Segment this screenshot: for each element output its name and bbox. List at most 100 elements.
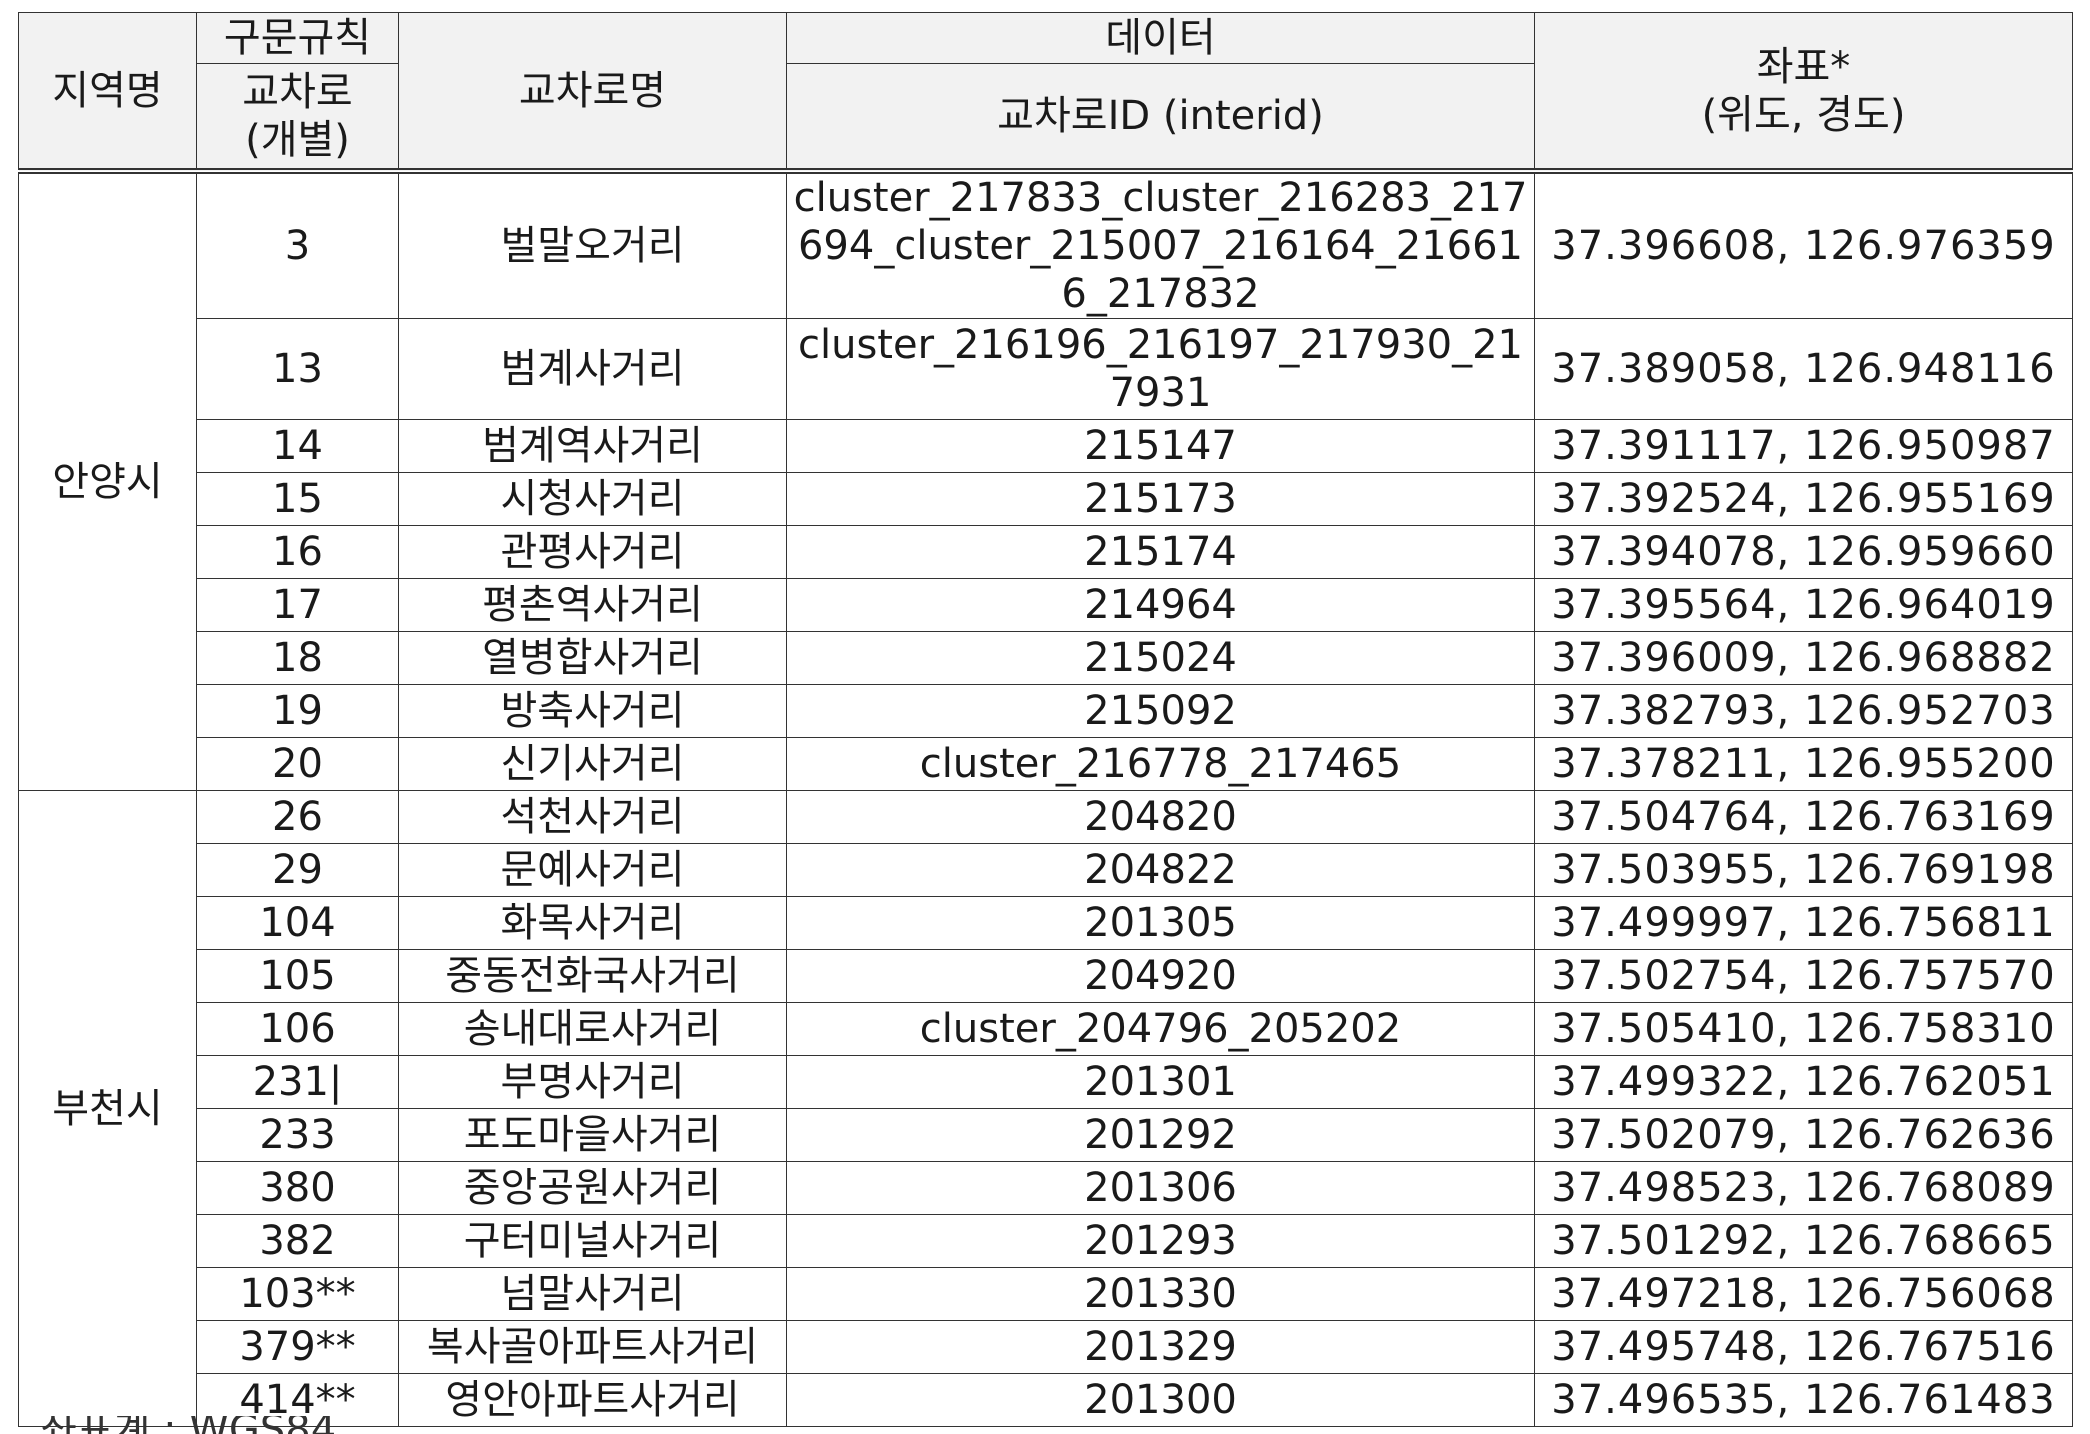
intersection-number-cell: 18: [196, 631, 399, 685]
table-row: 414** 영안아파트사거리 201300 37.496535, 126.761483: [19, 1373, 2073, 1427]
coord-cell: 37.503955, 126.769198: [1534, 843, 2073, 897]
interid-cell: 201305: [786, 896, 1535, 950]
interid-cell: cluster_216778_217465: [786, 737, 1535, 791]
top-margin: [0, 0, 2090, 12]
header-region: 지역명: [18, 12, 197, 172]
coord-cell: 37.392524, 126.955169: [1534, 472, 2073, 526]
intersection-name-cell: 열병합사거리: [398, 631, 787, 685]
coord-cell: 37.497218, 126.756068: [1534, 1267, 2073, 1321]
coord-cell: 37.378211, 126.955200: [1534, 737, 2073, 791]
table-row: 231| 부명사거리 201301 37.499322, 126.762051: [19, 1055, 2073, 1109]
table-row: 382 구터미널사거리 201293 37.501292, 126.768665: [19, 1214, 2073, 1268]
interid-cell: 201306: [786, 1161, 1535, 1215]
intersection-name-cell: 범계역사거리: [398, 419, 787, 473]
table-row: 20 신기사거리 cluster_216778_217465 37.378211, 1…: [19, 737, 2073, 791]
coord-cell: 37.394078, 126.959660: [1534, 525, 2073, 579]
coord-cell: 37.389058, 126.948116: [1534, 318, 2073, 420]
intersection-name-cell: 복사골아파트사거리: [398, 1320, 787, 1374]
coord-cell: 37.499997, 126.756811: [1534, 896, 2073, 950]
intersection-name-cell: 중앙공원사거리: [398, 1161, 787, 1215]
coord-cell: 37.498523, 126.768089: [1534, 1161, 2073, 1215]
table-row: 233 포도마을사거리 201292 37.502079, 126.762636: [19, 1108, 2073, 1162]
interid-cell: 201329: [786, 1320, 1535, 1374]
intersection-name-cell: 부명사거리: [398, 1055, 787, 1109]
intersection-number-cell: 16: [196, 525, 399, 579]
footer-note: 좌표계 : WGS84: [40, 1416, 640, 1434]
interid-cell: 215147: [786, 419, 1535, 473]
coord-cell: 37.396608, 126.976359: [1534, 168, 2073, 319]
intersection-name-cell: 방축사거리: [398, 684, 787, 738]
table-row: 29 문예사거리 204822 37.503955, 126.769198: [19, 843, 2073, 897]
coord-cell: 37.395564, 126.964019: [1534, 578, 2073, 632]
table-row: 안양시 3 벌말오거리 cluster_217833_cluster_216283_2…: [18, 168, 2073, 791]
coord-cell: 37.502754, 126.757570: [1534, 949, 2073, 1003]
coord-cell: 37.505410, 126.758310: [1534, 1002, 2073, 1056]
coord-cell: 37.504764, 126.763169: [1534, 790, 2073, 844]
coord-cell: 37.496535, 126.761483: [1534, 1373, 2073, 1427]
intersection-number-cell: 17: [196, 578, 399, 632]
table-row: 14 범계역사거리 215147 37.391117, 126.950987: [19, 419, 2073, 473]
interid-cell: cluster_217833_cluster_216283_217694_clu…: [786, 168, 1535, 319]
intersection-number-cell: 380: [196, 1161, 399, 1215]
intersection-number-cell: 15: [196, 472, 399, 526]
region-group-anyang: 안양시 3 벌말오거리 cluster_217833_cluster_216283_2…: [18, 168, 2073, 791]
table-row: 17 평촌역사거리 214964 37.395564, 126.964019: [19, 578, 2073, 632]
intersection-number-cell: 233: [196, 1108, 399, 1162]
interid-cell: 215092: [786, 684, 1535, 738]
interid-cell: 215173: [786, 472, 1535, 526]
coord-cell: 37.391117, 126.950987: [1534, 419, 2073, 473]
interid-cell: 201330: [786, 1267, 1535, 1321]
interid-cell: 204822: [786, 843, 1535, 897]
intersection-number-cell: 379**: [196, 1320, 399, 1374]
table-row: 18 열병합사거리 215024 37.396009, 126.968882: [19, 631, 2073, 685]
interid-cell: 201300: [786, 1373, 1535, 1427]
intersection-number-cell: 414**: [196, 1373, 399, 1427]
intersection-name-cell: 문예사거리: [398, 843, 787, 897]
interid-cell: cluster_216196_216197_217930_217931: [786, 318, 1535, 420]
interid-cell: 204920: [786, 949, 1535, 1003]
intersection-name-cell: 넘말사거리: [398, 1267, 787, 1321]
intersection-name-cell: 벌말오거리: [398, 168, 787, 319]
coord-cell: 37.495748, 126.767516: [1534, 1320, 2073, 1374]
footer-text: 좌표계 : WGS84: [40, 1416, 640, 1434]
intersection-name-cell: 구터미널사거리: [398, 1214, 787, 1268]
region-cell: 부천시: [18, 790, 197, 1427]
intersection-name-cell: 범계사거리: [398, 318, 787, 420]
header-intersection-individual: 교차로 (개별): [196, 63, 399, 172]
interid-cell: 204820: [786, 790, 1535, 844]
intersection-name-cell: 평촌역사거리: [398, 578, 787, 632]
intersection-number-cell: 104: [196, 896, 399, 950]
table-row: 105 중동전화국사거리 204920 37.502754, 126.757570: [19, 949, 2073, 1003]
interid-cell: 201293: [786, 1214, 1535, 1268]
intersection-name-cell: 석천사거리: [398, 790, 787, 844]
intersection-name-cell: 시청사거리: [398, 472, 787, 526]
intersection-number-cell: 14: [196, 419, 399, 473]
intersection-number-cell: 29: [196, 843, 399, 897]
header-data: 데이터: [786, 12, 1535, 64]
intersection-table: 지역명 구문규칙 교차로명 데이터 좌표* (위도, 경도) 교차로 (개별) …: [18, 12, 2073, 1427]
intersection-name-cell: 포도마을사거리: [398, 1108, 787, 1162]
interid-cell: 215024: [786, 631, 1535, 685]
table-row: 15 시청사거리 215173 37.392524, 126.955169: [19, 472, 2073, 526]
intersection-number-cell: 13: [196, 318, 399, 420]
intersection-name-cell: 송내대로사거리: [398, 1002, 787, 1056]
intersection-number-cell: 106: [196, 1002, 399, 1056]
table-row: 16 관평사거리 215174 37.394078, 126.959660: [19, 525, 2073, 579]
header-interid: 교차로ID (interid): [786, 63, 1535, 172]
interid-cell: 214964: [786, 578, 1535, 632]
intersection-number-cell: 231|: [196, 1055, 399, 1109]
table-row: 13 범계사거리 cluster_216196_216197_217930_2179…: [19, 318, 2073, 420]
table-row: 380 중앙공원사거리 201306 37.498523, 126.768089: [19, 1161, 2073, 1215]
header-intersection-name: 교차로명: [398, 12, 787, 172]
intersection-name-cell: 관평사거리: [398, 525, 787, 579]
coord-cell: 37.382793, 126.952703: [1534, 684, 2073, 738]
intersection-number-cell: 20: [196, 737, 399, 791]
intersection-number-cell: 3: [196, 168, 399, 319]
coord-cell: 37.502079, 126.762636: [1534, 1108, 2073, 1162]
coord-cell: 37.396009, 126.968882: [1534, 631, 2073, 685]
table-row: 19 방축사거리 215092 37.382793, 126.952703: [19, 684, 2073, 738]
interid-cell: cluster_204796_205202: [786, 1002, 1535, 1056]
intersection-name-cell: 화목사거리: [398, 896, 787, 950]
table-row: 106 송내대로사거리 cluster_204796_205202 37.505410…: [19, 1002, 2073, 1056]
intersection-name-cell: 신기사거리: [398, 737, 787, 791]
